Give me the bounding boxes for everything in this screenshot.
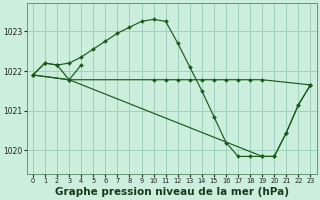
X-axis label: Graphe pression niveau de la mer (hPa): Graphe pression niveau de la mer (hPa) xyxy=(55,187,289,197)
